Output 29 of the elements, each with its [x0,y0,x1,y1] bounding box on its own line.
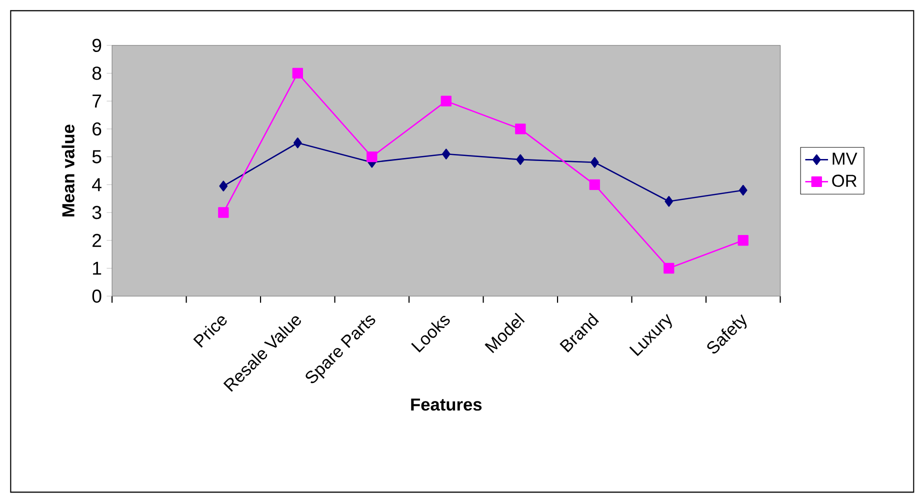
point [589,180,600,190]
y-tick-label: 7 [92,94,102,108]
point [440,96,452,107]
y-tick-label: 9 [92,38,102,52]
y-tick-label: 6 [92,122,102,136]
point [366,152,378,162]
point [738,185,748,196]
y-tick-label: 5 [92,150,102,164]
legend-label: OR [832,174,857,188]
point [664,263,674,274]
point [292,68,304,79]
point [218,207,229,218]
y-tick-label: 4 [92,178,102,192]
point [219,180,228,192]
y-tick-label: 1 [93,262,102,275]
point [442,148,450,160]
point [590,157,599,168]
y-axis-title: Mean value [62,124,74,217]
y-tick-label: 3 [92,206,102,220]
y-tick-label: 2 [92,234,102,248]
legend-label: MV [832,152,858,165]
y-tick-label: 8 [92,66,102,80]
point [293,138,302,148]
x-axis-title: Features [411,398,482,411]
point [664,196,674,207]
y-tick-label: 0 [92,290,102,303]
point [516,154,525,166]
point [515,124,526,135]
point [738,235,748,246]
